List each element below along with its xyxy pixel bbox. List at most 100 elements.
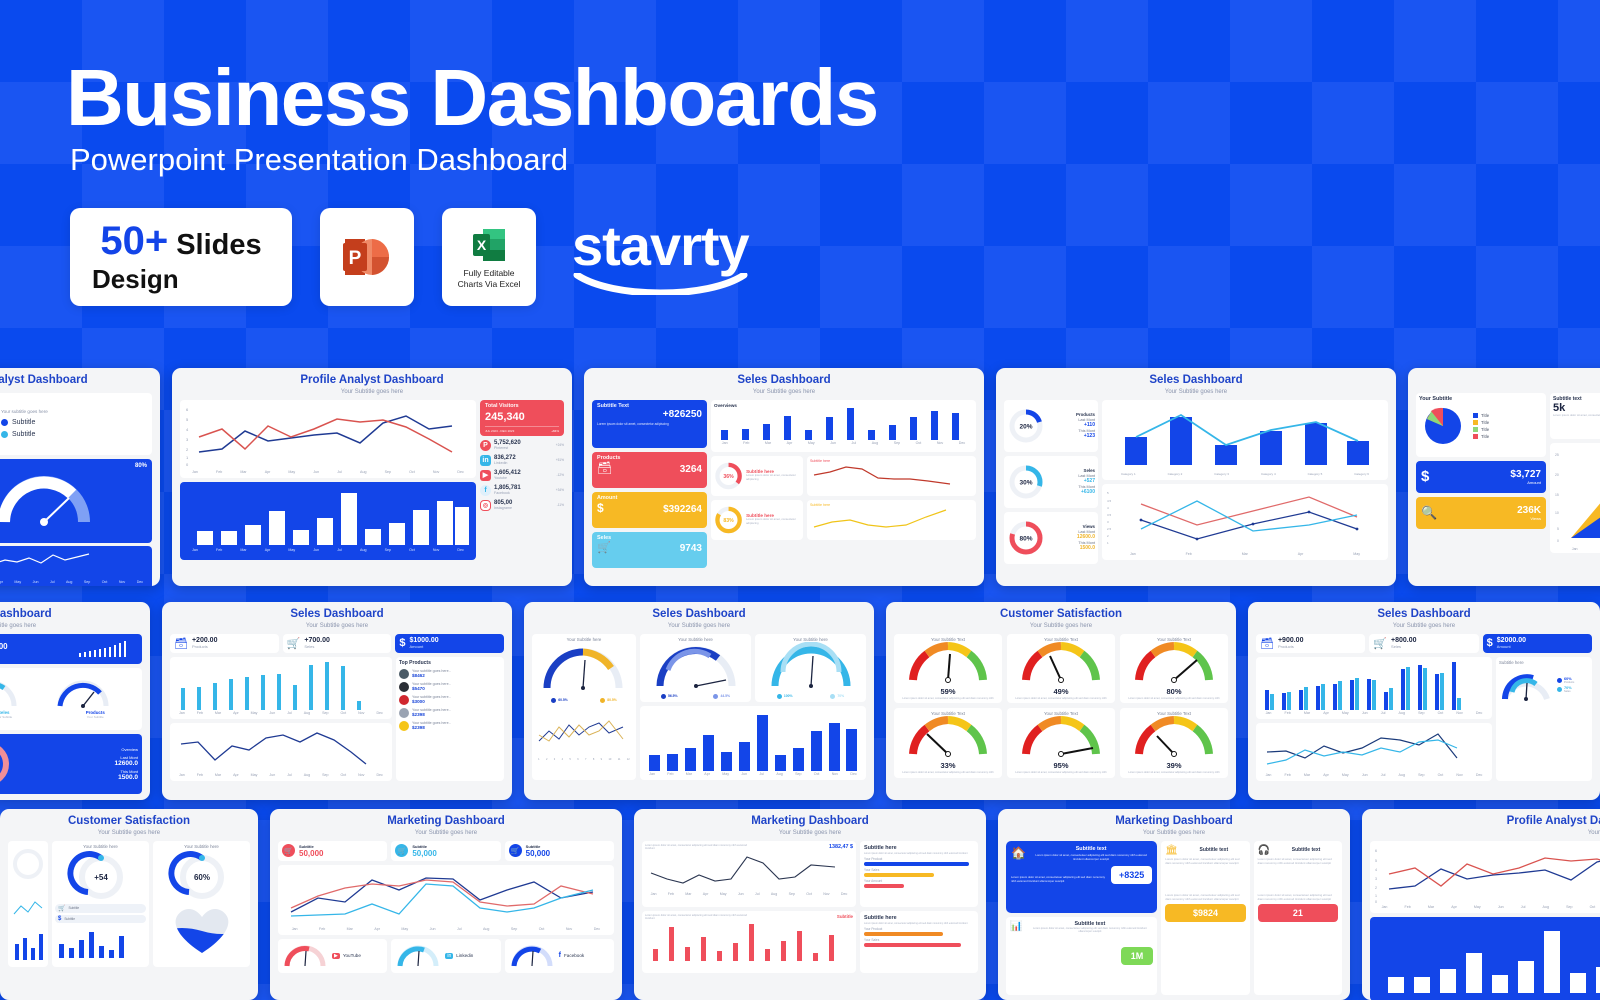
- gauge-36-panel: 36% Subtitle here Lorem ipsum dolor sit …: [711, 455, 803, 496]
- kpi-label: Seles: [597, 534, 612, 541]
- slide-title: Seles Dashboard: [652, 608, 746, 620]
- legend-dot: [1473, 412, 1478, 418]
- red-line-panel: Subtitle here: [807, 455, 976, 496]
- slide-title: Profile Analyst Dashboard: [1506, 815, 1600, 827]
- svg-text:25: 25: [1555, 453, 1559, 457]
- kpi-label: Subtitle: [525, 843, 541, 849]
- card-bank: 🏛 Subtitle text Lorem ipsum dolor sit ame…: [1161, 840, 1250, 995]
- card-value: +8325: [1111, 865, 1153, 884]
- slide-seles-dual-bars[interactable]: Seles Dashboard Your Subtitle goes here 🗃…: [1248, 602, 1600, 800]
- social-value: 5,752,620: [494, 440, 521, 447]
- list-item[interactable]: Your subtitle goes here.. $3000: [399, 694, 501, 705]
- product-title: Your subtitle goes here..: [412, 682, 451, 687]
- ring-this-value: +123: [1083, 433, 1095, 440]
- list-item[interactable]: Your subtitle goes here.. $5470: [399, 681, 501, 692]
- legend-label: Title: [1481, 412, 1490, 418]
- stat-value: +900.00: [1277, 637, 1304, 645]
- social-value: 1,805,781: [494, 485, 521, 492]
- slide-subtitle: Your Subtitle goes here: [778, 829, 842, 836]
- slide-customer-satisfaction-gauges[interactable]: Customer Satisfaction Your Subtitle goes …: [886, 602, 1236, 800]
- product-price: $5470: [412, 686, 425, 692]
- list-item[interactable]: Your subtitle goes here.. $2398: [399, 720, 501, 731]
- card-title: Subtitle text: [1199, 847, 1229, 854]
- product-price: $8462: [412, 673, 425, 679]
- list-item[interactable]: $ Subtitle: [55, 914, 146, 923]
- slide-seles-top-products[interactable]: Seles Dashboard Your Subtitle goes here 🗃…: [162, 602, 512, 800]
- legend-name: Seles: [1564, 689, 1571, 693]
- svg-text:80%: 80%: [1019, 535, 1032, 542]
- slide-title: Seles Dashboard: [737, 374, 831, 386]
- slide-title: Profile Analyst Dashboard: [300, 374, 444, 386]
- bar-label: Your Sales: [864, 938, 880, 943]
- ring-name: Views: [1082, 524, 1095, 530]
- kpi-range: JUL 2023 - DEC 2023: [485, 428, 515, 433]
- ring-gauge: 30%: [1009, 465, 1043, 499]
- product-title: Your subtitle goes here..: [412, 708, 451, 713]
- social-row[interactable]: f 1,805,781 Facebook +34%: [480, 484, 564, 496]
- panel-title: Subtitle here: [864, 844, 897, 851]
- kpi-products: Products 🗃 3264: [592, 451, 707, 488]
- dollar-icon: $: [1486, 637, 1493, 650]
- social-row[interactable]: ◎ 805,00 Instagrame -11%: [480, 499, 564, 511]
- card-title: Subtitle text: [1074, 920, 1106, 927]
- slide-title: Seles Dashboard: [290, 608, 384, 620]
- slide-profile-analyst[interactable]: Profile Analyst Dashboard Your Subtitle …: [172, 368, 572, 586]
- bar: [864, 932, 944, 937]
- svg-text:60%: 60%: [193, 873, 209, 882]
- cart-icon: 🛒: [286, 637, 301, 650]
- slides-count-number: 50+: [100, 219, 169, 263]
- bar-chart-panel: Jan Feb Mar Apr May Jun Jul Aug Sep Oct Nov Dec: [640, 705, 866, 780]
- donut-overview: 50% Overview Last Mont 12600.0 This Mont…: [0, 733, 142, 794]
- slide-subtitle: Your Subtitle goes here: [1142, 829, 1206, 836]
- kpi-value: 9743: [679, 542, 702, 554]
- slide-title: Customer Satisfaction: [67, 815, 191, 827]
- social-row[interactable]: ▶ 3,605,412 Youtube -12%: [480, 469, 564, 481]
- list-item[interactable]: Your subtitle goes here.. $2398: [399, 707, 501, 718]
- slide-seles-gauges[interactable]: Seles Dashboard Your Subtitle goes here Y…: [524, 602, 874, 800]
- gauge-sub: Your Subtitle: [0, 714, 13, 719]
- donut-last-label: Last Mont: [120, 754, 138, 760]
- ring-views: 80% Views Last Mont 12600.0 This Mont 15…: [1004, 511, 1098, 564]
- pinterest-icon: P: [480, 439, 491, 451]
- slide-seles-kpi[interactable]: Seles Dashboard Your Subtitle goes here …: [584, 368, 984, 586]
- slide-marketing-bars[interactable]: Marketing Dashboard Your Subtitle goes he…: [634, 809, 986, 1000]
- slide-seles-pie-partial[interactable]: Seles Dashboard Your Subtitle: [1408, 368, 1600, 586]
- legend-dot: [660, 693, 666, 699]
- slide-title: Profile Analyst Dashboard: [0, 374, 88, 386]
- list-item[interactable]: Your subtitle goes here.. $8462: [399, 668, 501, 679]
- gauge-panel-3: Your Subtitle here 100% 70%: [755, 633, 866, 702]
- powerpoint-icon: P: [343, 239, 390, 275]
- card-title: Subtitle text: [1291, 847, 1321, 854]
- kpi-value: 50,000: [525, 848, 551, 858]
- slide-marketing-cards[interactable]: Marketing Dashboard Your Subtitle goes he…: [998, 809, 1350, 1000]
- social-row[interactable]: in 836,272 Linkedin +51%: [480, 454, 564, 466]
- gauge-caption: Your Subtitle Text: [1157, 711, 1191, 717]
- kpi-label: Amount: [597, 494, 618, 501]
- slide-subtitle: Your Subtitle goes here: [1392, 622, 1456, 629]
- slide-profile-analyst-partial[interactable]: Profile Analyst Dashboard Your Subtitle g…: [1362, 809, 1600, 1000]
- gauge-lorem: Lorem ipsum dolor sit amet, consectetur …: [1128, 771, 1220, 775]
- top-products-label: Top Products: [399, 659, 431, 666]
- chart-icon: 📊: [1010, 920, 1023, 932]
- social-gauge-youtube: ▶ YouTube: [278, 938, 388, 973]
- combo-chart: [1125, 413, 1369, 465]
- social-row[interactable]: P 5,752,620 Pinterest +24%: [480, 439, 564, 451]
- svg-text:5: 5: [1375, 859, 1377, 863]
- gauge-caption: Your Subtitle Text: [1157, 636, 1191, 642]
- bar: [864, 884, 904, 889]
- slide-seles-rings[interactable]: Seles Dashboard Your Subtitle goes here …: [996, 368, 1396, 586]
- social-name: Instagrame: [494, 506, 512, 511]
- row-label: Subtitle: [64, 916, 75, 921]
- ring-this-label: This Mont: [1078, 485, 1095, 490]
- slide-marketing-social[interactable]: Marketing Dashboard Your Subtitle goes he…: [270, 809, 622, 1000]
- combo-chart-panel: Category 1 Category 2 Category 3 Category 4…: [1102, 399, 1388, 480]
- legend-value: 60.5%: [558, 698, 568, 703]
- legend-dot: [1473, 433, 1478, 439]
- social-gauge-facebook: f Facebook: [504, 938, 614, 973]
- list-item[interactable]: 🛒 Subtitle: [55, 903, 146, 913]
- slide-profile-left-partial[interactable]: Profile Analyst Dashboard Your Subtitle …: [0, 368, 160, 586]
- slide-customer-satisfaction-donuts[interactable]: Customer Satisfaction Your Subtitle goes …: [0, 809, 258, 1000]
- gauge-lorem: Lorem ipsum dolor sit amet, consectetur …: [1128, 696, 1220, 700]
